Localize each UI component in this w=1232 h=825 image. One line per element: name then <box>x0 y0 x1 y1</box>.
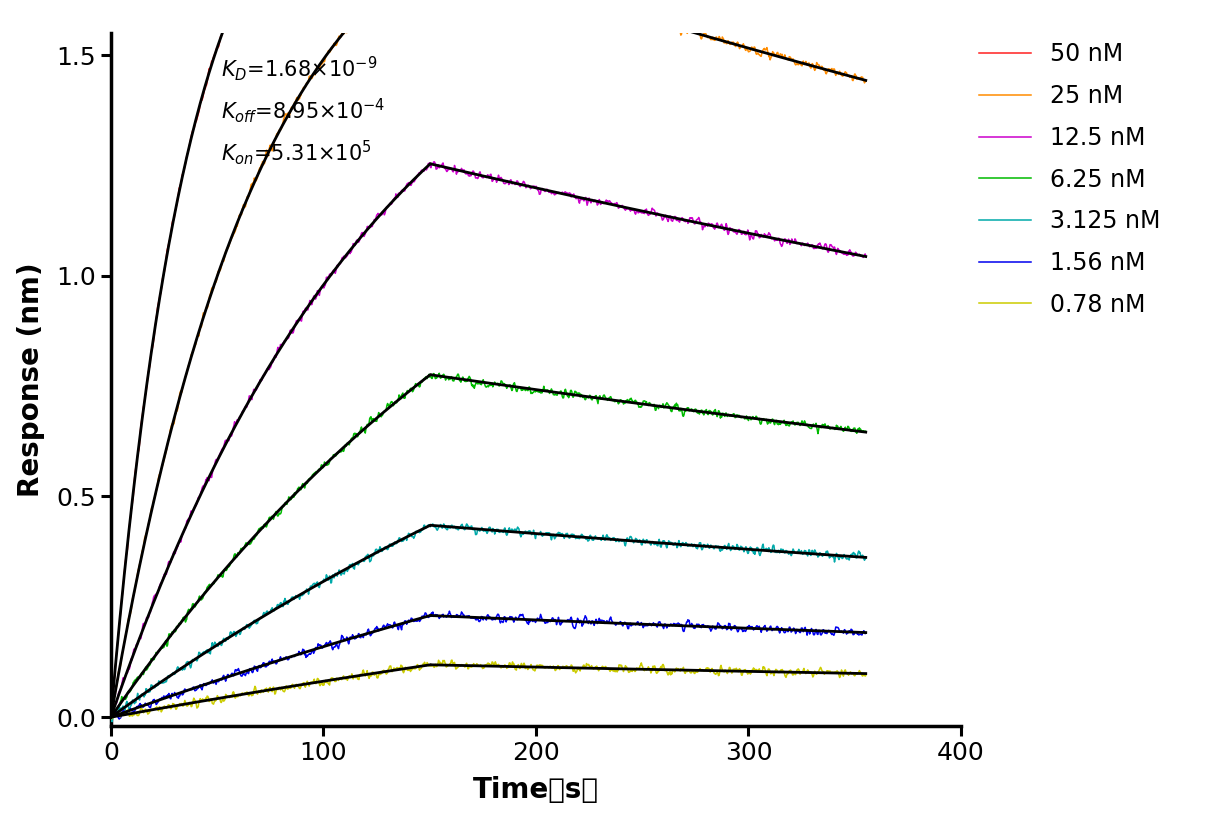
0.78 nM <box>448 664 463 674</box>
25 nM <box>233 210 248 220</box>
1.56 nM <box>456 611 471 621</box>
12.5 nM <box>456 165 471 175</box>
0.78 nM <box>671 663 686 673</box>
3.125 nM <box>234 627 249 637</box>
3.125 nM <box>448 524 463 534</box>
0.78 nM <box>445 655 460 665</box>
1.56 nM <box>103 712 118 722</box>
6.25 nM <box>103 712 118 722</box>
0.78 nM <box>187 695 202 705</box>
1.56 nM <box>448 612 463 622</box>
Line: 3.125 nM: 3.125 nM <box>111 524 866 722</box>
Line: 1.56 nM: 1.56 nM <box>111 611 866 719</box>
6.25 nM <box>234 544 249 554</box>
12.5 nM <box>103 712 118 722</box>
6.25 nM <box>105 714 120 724</box>
12.5 nM <box>233 412 248 422</box>
3.125 nM <box>105 717 120 727</box>
Y-axis label: Response (nm): Response (nm) <box>17 262 46 497</box>
Line: 25 nM: 25 nM <box>111 0 866 717</box>
X-axis label: Time（s）: Time（s） <box>473 776 599 804</box>
1.56 nM <box>671 618 686 628</box>
Line: 0.78 nM: 0.78 nM <box>111 660 866 719</box>
12.5 nM <box>670 215 685 225</box>
0.78 nM <box>234 691 249 700</box>
3.125 nM <box>781 548 796 558</box>
Line: 6.25 nM: 6.25 nM <box>111 373 866 719</box>
25 nM <box>780 54 795 64</box>
3.125 nM <box>103 712 118 722</box>
1.56 nM <box>781 627 796 637</box>
6.25 nM <box>456 374 471 384</box>
3.125 nM <box>456 522 471 532</box>
1.56 nM <box>187 685 202 695</box>
50 nM <box>103 712 118 722</box>
6.25 nM <box>187 601 202 611</box>
12.5 nM <box>859 251 873 261</box>
25 nM <box>186 343 201 353</box>
25 nM <box>670 22 685 32</box>
1.56 nM <box>112 714 127 724</box>
3.125 nM <box>187 655 202 665</box>
25 nM <box>859 76 873 86</box>
6.25 nM <box>448 372 463 382</box>
3.125 nM <box>859 553 873 563</box>
6.25 nM <box>432 368 447 378</box>
50 nM <box>186 124 201 134</box>
1.56 nM <box>859 629 873 639</box>
6.25 nM <box>859 427 873 436</box>
6.25 nM <box>781 420 796 430</box>
1.56 nM <box>234 671 249 681</box>
6.25 nM <box>671 403 686 413</box>
Line: 50 nM: 50 nM <box>111 0 866 717</box>
3.125 nM <box>671 538 686 548</box>
3.125 nM <box>425 519 440 529</box>
0.78 nM <box>105 714 120 724</box>
12.5 nM <box>780 238 795 248</box>
0.78 nM <box>859 671 873 681</box>
0.78 nM <box>103 712 118 722</box>
Legend: 50 nM, 25 nM, 12.5 nM, 6.25 nM, 3.125 nM, 1.56 nM, 0.78 nM: 50 nM, 25 nM, 12.5 nM, 6.25 nM, 3.125 nM… <box>970 33 1169 326</box>
1.56 nM <box>442 606 457 616</box>
12.5 nM <box>447 163 462 173</box>
12.5 nM <box>426 157 441 167</box>
12.5 nM <box>186 505 201 515</box>
Line: 12.5 nM: 12.5 nM <box>111 162 866 717</box>
Text: $K_D$=1.68×10$^{-9}$
$K_{off}$=8.95×10$^{-4}$
$K_{on}$=5.31×10$^{5}$: $K_D$=1.68×10$^{-9}$ $K_{off}$=8.95×10$^… <box>222 54 386 167</box>
25 nM <box>103 712 118 722</box>
0.78 nM <box>781 669 796 679</box>
0.78 nM <box>456 661 471 671</box>
